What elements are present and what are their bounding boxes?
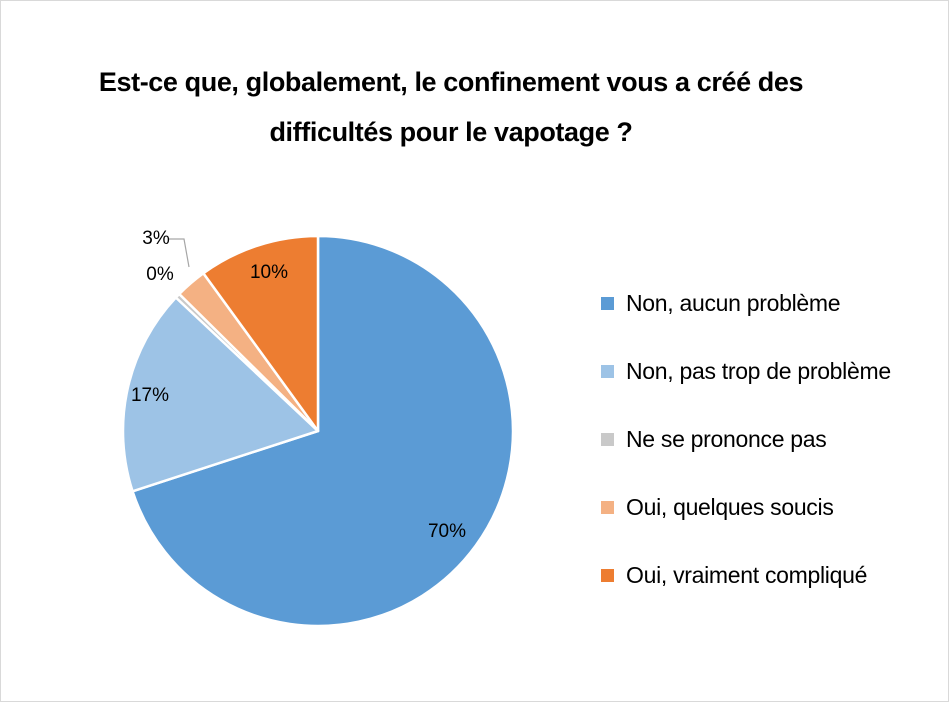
data-label-oui-vraiment-complique: 10% [250,262,288,283]
legend-label: Ne se prononce pas [626,425,827,452]
legend: Non, aucun problème Non, pas trop de prob… [601,269,891,609]
legend-label: Non, aucun problème [626,289,841,316]
chart-title: Est-ce que, globalement, le confinement … [61,57,841,157]
pie-slice-non-pas-trop-de-probleme [121,296,320,493]
chart-title-line-2: difficultés pour le vapotage ? [269,117,633,147]
legend-item-non-aucun-probleme: Non, aucun problème [601,269,891,337]
data-label-ne-se-prononce-pas: 0% [146,264,174,285]
pie-slice-non-aucun-probleme [131,234,515,628]
chart-title-line-1: Est-ce que, globalement, le confinement … [98,67,804,97]
data-label-oui-quelques-soucis: 3% [142,228,170,249]
leader-line-oui-quelques-soucis [169,238,190,268]
legend-label: Oui, vraiment compliqué [626,561,868,588]
legend-item-non-pas-trop-de-probleme: Non, pas trop de problème [601,337,891,405]
legend-swatch [601,568,614,582]
legend-label: Non, pas trop de problème [626,357,891,384]
legend-swatch [601,432,614,446]
legend-swatch [601,296,614,310]
pie-slice-oui-vraiment-complique [202,234,320,433]
data-label-non-aucun-probleme: 70% [428,521,466,542]
legend-swatch [601,500,614,514]
legend-item-oui-vraiment-complique: Oui, vraiment compliqué [601,541,891,609]
legend-swatch [601,364,614,378]
data-label-non-pas-trop-de-probleme: 17% [131,385,169,406]
legend-item-oui-quelques-soucis: Oui, quelques soucis [601,473,891,541]
legend-label: Oui, quelques soucis [626,493,834,520]
legend-item-ne-se-prononce-pas: Ne se prononce pas [601,405,891,473]
